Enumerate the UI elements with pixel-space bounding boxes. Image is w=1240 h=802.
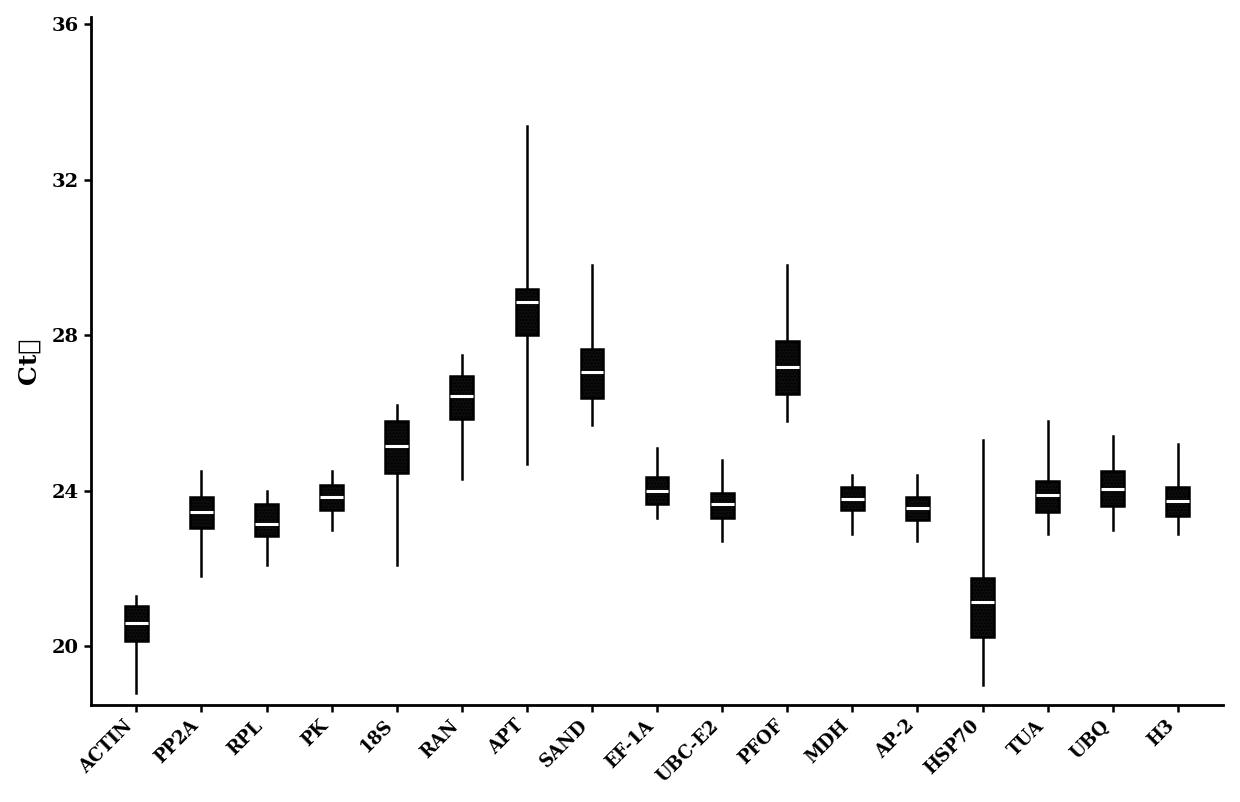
- PathPatch shape: [1037, 481, 1059, 512]
- PathPatch shape: [190, 496, 213, 528]
- PathPatch shape: [1101, 472, 1125, 506]
- PathPatch shape: [580, 349, 604, 398]
- PathPatch shape: [450, 376, 474, 419]
- PathPatch shape: [906, 496, 929, 520]
- PathPatch shape: [776, 341, 799, 394]
- PathPatch shape: [841, 487, 864, 510]
- PathPatch shape: [971, 578, 994, 637]
- PathPatch shape: [386, 421, 408, 473]
- PathPatch shape: [516, 289, 538, 335]
- PathPatch shape: [125, 606, 148, 641]
- PathPatch shape: [255, 504, 278, 536]
- PathPatch shape: [1167, 487, 1189, 516]
- PathPatch shape: [646, 477, 668, 504]
- PathPatch shape: [711, 493, 734, 518]
- PathPatch shape: [320, 485, 343, 510]
- Y-axis label: Ct値: Ct値: [16, 338, 41, 384]
